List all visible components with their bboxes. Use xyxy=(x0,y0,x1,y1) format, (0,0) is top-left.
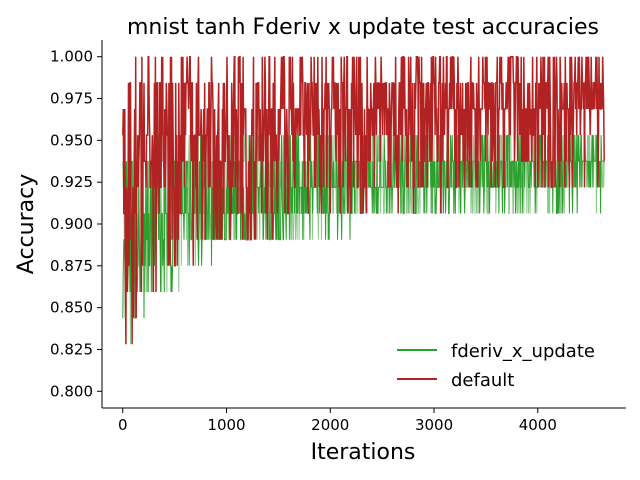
x-tick-label: 2000 xyxy=(311,416,349,434)
y-axis-ticks: 0.800 0.825 0.850 0.875 0.900 0.925 0.950 0.975… xyxy=(50,48,102,400)
x-tick-label: 3000 xyxy=(415,416,453,434)
x-tick-label: 1000 xyxy=(207,416,245,434)
legend-label-fderiv-x-update: fderiv_x_update xyxy=(451,341,595,362)
y-tick-label: 0.925 xyxy=(50,173,93,191)
y-tick-label: 0.900 xyxy=(50,215,93,233)
chart-title: mnist tanh Fderiv x update test accuraci… xyxy=(127,15,599,40)
x-tick-label: 4000 xyxy=(519,416,557,434)
legend: fderiv_x_update default xyxy=(397,341,595,391)
x-axis-ticks: 0 1000 2000 3000 4000 xyxy=(118,408,557,434)
plot-area xyxy=(122,55,605,345)
y-tick-label: 0.875 xyxy=(50,257,93,275)
y-tick-label: 0.800 xyxy=(50,382,93,400)
series-line-default xyxy=(122,55,605,345)
y-tick-label: 1.000 xyxy=(50,48,93,66)
y-axis-label: Accuracy xyxy=(14,174,39,274)
y-tick-label: 0.950 xyxy=(50,131,93,149)
y-tick-label: 0.975 xyxy=(50,90,93,108)
y-tick-label: 0.825 xyxy=(50,340,93,358)
x-axis-label: Iterations xyxy=(311,440,416,465)
y-tick-label: 0.850 xyxy=(50,299,93,317)
series-line-layer xyxy=(122,55,605,345)
x-tick-label: 0 xyxy=(118,416,128,434)
legend-label-default: default xyxy=(451,370,514,391)
